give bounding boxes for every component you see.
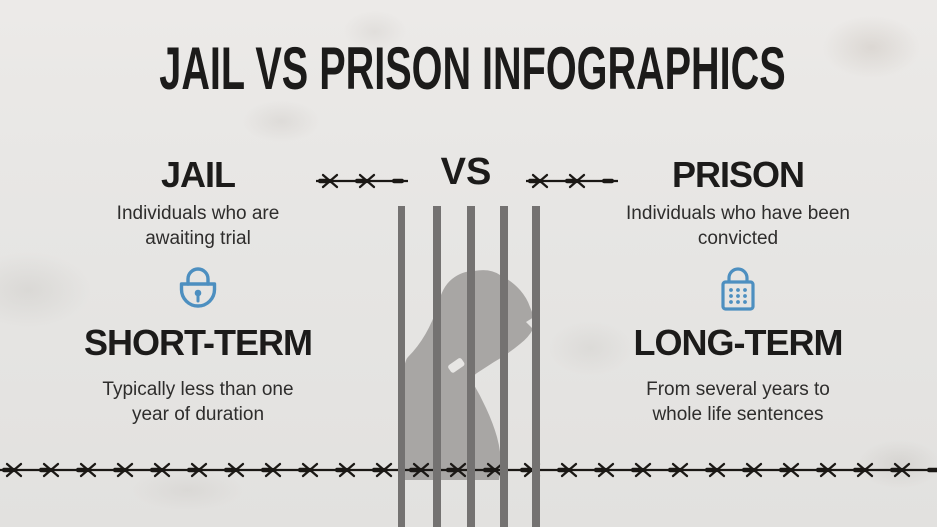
short-term-description: Typically less than one year of duration xyxy=(102,379,294,426)
long-term-description: From several years to whole life sentenc… xyxy=(646,379,830,426)
prisoner-silhouette-image xyxy=(402,270,534,480)
prison-description: Individuals who have been convicted xyxy=(626,203,850,250)
barbed-wire-divider-right xyxy=(526,171,618,191)
versus-label: VS xyxy=(440,151,492,193)
prison-column: PRISON Individuals who have been convict… xyxy=(608,0,868,527)
short-term-heading: SHORT-TERM xyxy=(84,322,313,363)
jail-column: JAIL Individuals who are awaiting trial … xyxy=(68,0,328,527)
keypad-dots xyxy=(729,288,747,304)
padlock-keyhole-icon xyxy=(179,267,217,308)
prison-heading: PRISON xyxy=(671,154,805,195)
page-title: JAIL VS PRISON INFOGRAPHICS xyxy=(159,35,786,102)
padlock-keypad-icon xyxy=(721,267,755,311)
silhouette-collar-notch xyxy=(448,358,465,373)
long-term-heading: LONG-TERM xyxy=(633,322,844,363)
jail-description: Individuals who are awaiting trial xyxy=(116,203,280,250)
jail-heading: JAIL xyxy=(160,154,236,195)
barbed-wire-divider-left xyxy=(316,171,408,191)
